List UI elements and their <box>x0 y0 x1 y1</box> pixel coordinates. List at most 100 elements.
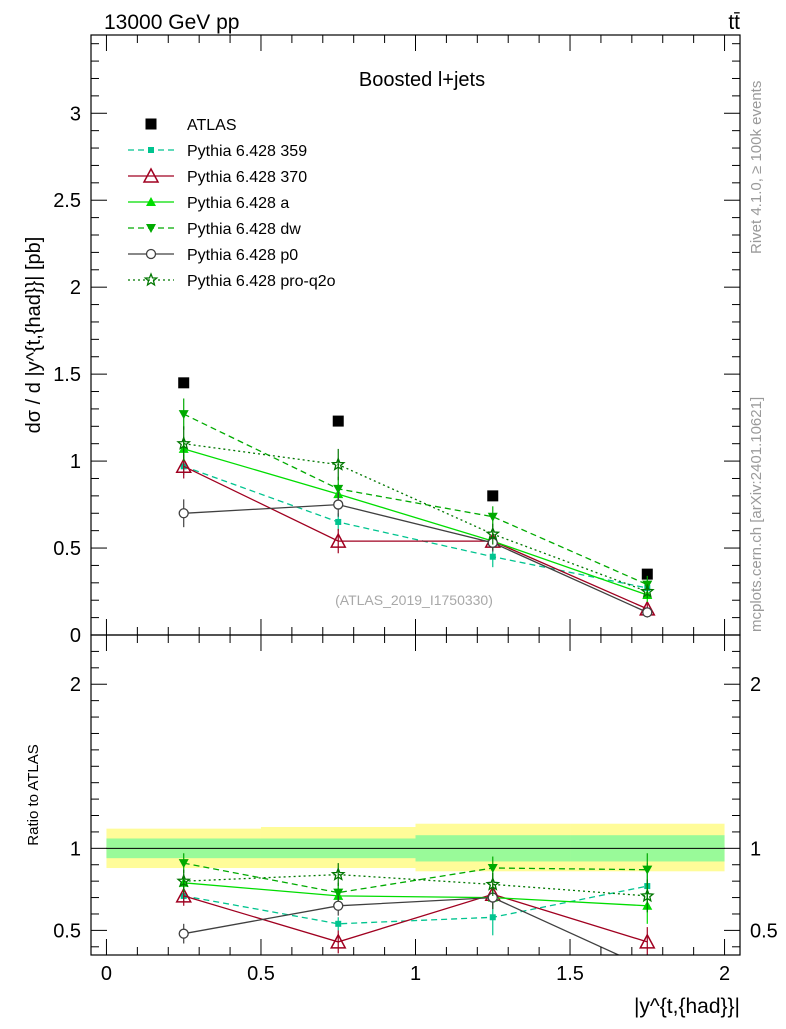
legend-label-pythia-6-428-pro-q2o: Pythia 6.428 pro-q2o <box>187 273 336 290</box>
main-point-atlas <box>332 415 344 427</box>
legend-entry-pythia-6-428-dw: Pythia 6.428 dw <box>128 221 301 238</box>
main-series-pythia-6-428-a <box>178 436 653 602</box>
main-y-tick-label: 3 <box>70 103 81 125</box>
ratio-series-pythia-6-428-p0 <box>178 886 652 973</box>
ratio-point-pythia-6-428-pro-q2o <box>330 866 346 881</box>
legend-label-pythia-6-428-p0: Pythia 6.428 p0 <box>187 247 298 264</box>
legend-label-atlas: ATLAS <box>187 117 237 134</box>
ratio-point-pythia-6-428-dw <box>487 864 498 874</box>
legend: ATLAS Pythia 6.428 359 Pythia 6.428 370 Pyt… <box>128 117 336 290</box>
ratio-line-pythia-6-428-pro-q2o <box>183 873 648 897</box>
ratio-line-pythia-6-428-370 <box>183 893 648 943</box>
x-tick-label: 0.5 <box>247 963 275 985</box>
legend-label-pythia-6-428-370: Pythia 6.428 370 <box>187 169 307 186</box>
main-y-tick-label: 0 <box>70 625 81 647</box>
legend-entry-atlas: ATLAS <box>145 117 237 134</box>
ratio-point-pythia-6-428-dw <box>178 859 189 869</box>
ratio-panel-frame <box>90 634 741 956</box>
x-tick-label: 0 <box>101 963 112 985</box>
main-point-pythia-6-428-p0 <box>178 508 189 519</box>
x-tick-label: 2 <box>719 963 730 985</box>
main-point-pythia-6-428-359 <box>335 518 342 525</box>
legend-label-pythia-6-428-dw: Pythia 6.428 dw <box>187 221 301 238</box>
main-line-pythia-6-428-pro-q2o <box>183 443 648 593</box>
x-axis-label: |y^{t,{had}}| <box>634 995 740 1018</box>
ratio-y-axis-label: Ratio to ATLAS <box>25 744 42 845</box>
main-line-pythia-6-428-p0 <box>183 503 648 613</box>
main-point-pythia-6-428-pro-q2o <box>639 583 655 598</box>
ratio-y-tick-label-left: 2 <box>70 674 81 696</box>
legend-marker-pythia-6-428-370 <box>142 167 160 183</box>
legend-label-pythia-6-428-359: Pythia 6.428 359 <box>187 143 307 160</box>
legend-marker-pythia-6-428-a <box>146 197 156 206</box>
main-point-pythia-6-428-dw <box>487 512 498 522</box>
main-y-tick-label: 1 <box>70 451 81 473</box>
main-y-tick-label: 2 <box>70 277 81 299</box>
main-y-tick-label: 0.5 <box>53 538 81 560</box>
main-y-tick-label: 2.5 <box>53 190 81 212</box>
main-point-pythia-6-428-p0 <box>642 607 653 618</box>
ratio-series-pythia-6-428-359 <box>180 863 651 936</box>
main-series-pythia-6-428-p0 <box>178 492 653 618</box>
main-point-pythia-6-428-pro-q2o <box>330 456 346 471</box>
ratio-point-pythia-6-428-p0 <box>178 928 189 939</box>
ratio-y-tick-label-left: 1 <box>70 838 81 860</box>
main-line-pythia-6-428-359 <box>183 465 648 589</box>
legend-entry-pythia-6-428-p0: Pythia 6.428 p0 <box>128 247 298 264</box>
main-point-atlas <box>487 490 499 502</box>
main-point-pythia-6-428-359 <box>489 553 496 560</box>
main-line-pythia-6-428-dw <box>183 413 648 586</box>
ratio-series-pythia-6-428-pro-q2o <box>176 863 655 913</box>
legend-marker-pythia-6-428-p0 <box>145 248 157 260</box>
ratio-point-pythia-6-428-p0 <box>333 900 344 911</box>
ratio-point-pythia-6-428-pro-q2o <box>485 876 501 891</box>
ratio-line-pythia-6-428-p0 <box>183 896 621 955</box>
legend-label-pythia-6-428-a: Pythia 6.428 a <box>187 195 289 212</box>
ratio-point-pythia-6-428-dw <box>333 888 344 898</box>
main-line-pythia-6-428-a <box>183 448 648 596</box>
axes: 0 0.5 1 1.5 2 2.5 3 0.5 0.5 1 1 2 2 0 0.5 1 1.5 2 <box>53 35 778 985</box>
process-label: tt̄ <box>728 11 740 34</box>
main-line-pythia-6-428-370 <box>183 465 648 610</box>
main-point-pythia-6-428-dw <box>333 484 344 494</box>
legend-entry-pythia-6-428-a: Pythia 6.428 a <box>128 195 289 212</box>
main-series-atlas <box>178 377 653 580</box>
ratio-y-tick-label-right: 2 <box>750 674 761 696</box>
ratio-y-tick-label-right: 1 <box>750 838 761 860</box>
plot-title: Boosted l+jets <box>359 69 485 91</box>
main-y-axis-label: dσ / d |y^{t,{had}}| [pb] <box>23 237 45 434</box>
main-point-pythia-6-428-pro-q2o <box>485 526 501 541</box>
ratio-y-tick-label-right: 0.5 <box>750 920 778 942</box>
ratio-point-pythia-6-428-pro-q2o <box>639 888 655 903</box>
x-tick-label: 1.5 <box>556 963 584 985</box>
main-point-pythia-6-428-p0 <box>333 499 344 510</box>
legend-marker-atlas <box>145 118 157 130</box>
main-series-pythia-6-428-dw <box>178 398 653 594</box>
legend-entry-pythia-6-428-370: Pythia 6.428 370 <box>128 167 307 186</box>
ratio-point-pythia-6-428-p0 <box>643 964 652 973</box>
side-rivet-label: Rivet 4.1.0, ≥ 100k events <box>748 81 765 254</box>
legend-entry-pythia-6-428-359: Pythia 6.428 359 <box>128 143 307 160</box>
side-mcplots-label: mcplots.cern.ch [arXiv:2401.10621] <box>748 397 765 632</box>
main-panel-series <box>175 377 656 618</box>
ratio-point-pythia-6-428-370 <box>329 933 347 949</box>
analysis-id: (ATLAS_2019_I1750330) <box>335 592 493 608</box>
ratio-point-pythia-6-428-359 <box>489 914 496 921</box>
ratio-panel-series <box>175 853 656 973</box>
main-point-pythia-6-428-pro-q2o <box>176 435 192 450</box>
main-point-pythia-6-428-dw <box>178 410 189 420</box>
main-series-pythia-6-428-pro-q2o <box>176 426 655 599</box>
x-tick-label: 1 <box>410 963 421 985</box>
ratio-point-pythia-6-428-370 <box>175 887 192 903</box>
energy-label: 13000 GeV pp <box>104 11 239 34</box>
main-point-atlas <box>641 568 653 580</box>
main-y-tick-label: 1.5 <box>53 364 81 386</box>
main-series-pythia-6-428-359 <box>180 457 651 597</box>
main-point-pythia-6-428-370 <box>329 532 347 548</box>
ratio-point-pythia-6-428-359 <box>335 920 342 927</box>
ratio-point-pythia-6-428-370 <box>639 933 656 949</box>
ratio-point-pythia-6-428-pro-q2o <box>176 873 192 888</box>
main-series-pythia-6-428-370 <box>175 454 656 616</box>
